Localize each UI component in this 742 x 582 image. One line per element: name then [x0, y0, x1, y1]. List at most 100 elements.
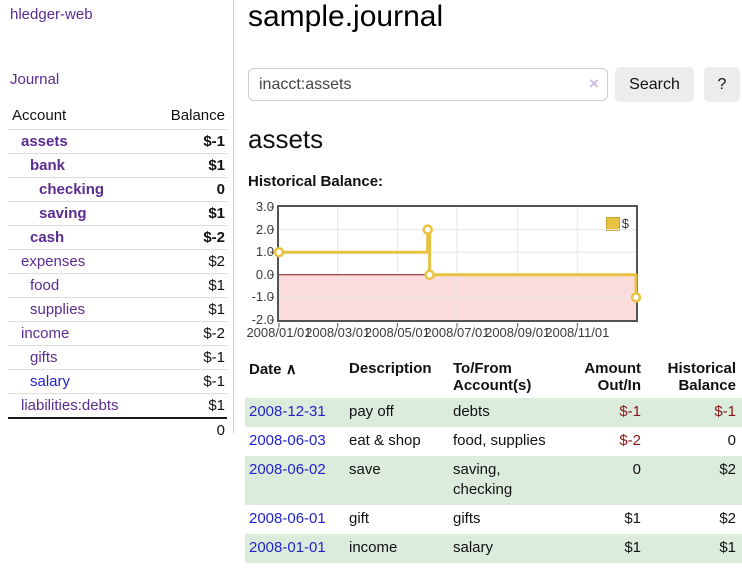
chart-title: Historical Balance:: [248, 173, 384, 190]
account-row: income $-2: [8, 321, 227, 346]
transaction-date-link[interactable]: 2008-06-01: [249, 510, 326, 527]
account-row: cash $-2: [8, 225, 227, 250]
account-row: salary $-1: [8, 369, 227, 394]
x-axis-tick-label: 2008/09/01: [485, 325, 551, 340]
search-input[interactable]: [248, 68, 608, 101]
account-balance: $1: [149, 393, 227, 418]
accounts-header-row: Account Balance: [8, 104, 227, 130]
account-link[interactable]: bank: [30, 157, 66, 174]
transaction-amount: $1: [624, 510, 641, 527]
transaction-accounts: salary: [453, 539, 494, 556]
account-row: bank $1: [8, 153, 227, 178]
transaction-description: gift: [349, 510, 370, 527]
register-header-description: Description: [349, 360, 432, 377]
accounts-header-balance: Balance: [170, 107, 225, 124]
register-header-row: Date ∧ Description To/From Account(s) Am…: [245, 358, 742, 398]
help-button[interactable]: ?: [704, 67, 740, 102]
account-balance: $-2: [149, 225, 227, 250]
account-link[interactable]: checking: [39, 181, 105, 198]
account-row: assets $-1: [8, 129, 227, 154]
account-link[interactable]: salary: [30, 373, 71, 390]
transaction-amount: $1: [624, 539, 641, 556]
transaction-balance: $1: [719, 539, 736, 556]
transaction-accounts: gifts: [453, 510, 481, 527]
account-balance: $-1: [149, 345, 227, 370]
y-axis-tick-label: 1.0: [255, 244, 274, 260]
accounts-header-account: Account: [12, 107, 67, 124]
register-table: Date ∧ Description To/From Account(s) Am…: [245, 358, 742, 563]
sidebar-divider: [233, 0, 234, 433]
account-balance: $1: [149, 297, 227, 322]
x-axis-tick-label: 2008/11/01: [545, 325, 610, 340]
account-link[interactable]: food: [30, 277, 60, 294]
account-row: liabilities:debts $1: [8, 393, 227, 418]
account-link[interactable]: expenses: [21, 253, 86, 270]
app-brand-link[interactable]: hledger-web: [10, 6, 93, 23]
account-link[interactable]: gifts: [30, 349, 58, 366]
transaction-date-link[interactable]: 2008-06-03: [249, 432, 326, 449]
x-axis-tick-label: 2008/01/01: [246, 325, 312, 340]
register-row: 2008-01-01 income salary $1 $1: [245, 534, 742, 563]
account-link[interactable]: income: [21, 325, 70, 342]
transaction-accounts: debts: [453, 403, 490, 420]
transaction-description: save: [349, 461, 381, 478]
y-axis-tick-label: 0.0: [255, 266, 274, 282]
chart-plot-area: $: [270, 205, 642, 327]
account-balance: $-1: [149, 369, 227, 394]
account-balance: $2: [149, 249, 227, 274]
x-axis-tick-label: 2008/03/01: [305, 325, 371, 340]
legend-label: $: [621, 216, 629, 231]
register-header-balance: Historical Balance: [667, 360, 736, 394]
register-row: 2008-06-01 gift gifts $1 $2: [245, 505, 742, 534]
register-header-date[interactable]: Date ∧: [249, 361, 297, 378]
account-balance: $-2: [149, 321, 227, 346]
account-row: gifts $-1: [8, 345, 227, 370]
transaction-date-link[interactable]: 2008-01-01: [249, 539, 326, 556]
register-row: 2008-06-02 save saving, checking 0 $2: [245, 456, 742, 505]
transaction-accounts: food, supplies: [453, 432, 546, 449]
transaction-amount: $-1: [619, 403, 641, 420]
y-axis-tick-label: 2.0: [255, 221, 274, 237]
transaction-balance: $2: [719, 461, 736, 478]
clear-search-icon[interactable]: ×: [589, 74, 599, 93]
account-link[interactable]: liabilities:debts: [21, 397, 119, 414]
register-row: 2008-12-31 pay off debts $-1 $-1: [245, 398, 742, 427]
account-balance: 0: [149, 177, 227, 202]
account-link[interactable]: assets: [21, 133, 68, 150]
sort-asc-icon: ∧: [285, 361, 297, 378]
transaction-balance: $2: [719, 510, 736, 527]
account-balance: $1: [149, 273, 227, 298]
account-link[interactable]: supplies: [30, 301, 86, 318]
transaction-balance: 0: [727, 432, 736, 449]
register-row: 2008-06-03 eat & shop food, supplies $-2…: [245, 427, 742, 456]
register-header-amount: Amount Out/In: [584, 360, 641, 394]
transaction-date-link[interactable]: 2008-12-31: [249, 403, 326, 420]
account-row: checking 0: [8, 177, 227, 202]
account-balance: $-1: [149, 129, 227, 154]
transaction-amount: $-2: [619, 432, 641, 449]
transaction-accounts: saving, checking: [453, 461, 513, 498]
search-button[interactable]: Search: [615, 67, 694, 102]
x-axis-tick-label: 2008/07/01: [424, 325, 490, 340]
transaction-description: eat & shop: [349, 432, 421, 449]
chart-canvas: [270, 206, 642, 327]
account-link[interactable]: saving: [39, 205, 87, 222]
transaction-date-link[interactable]: 2008-06-02: [249, 461, 326, 478]
x-axis-tick-label: 2008/05/01: [364, 325, 430, 340]
transaction-balance: $-1: [714, 403, 736, 420]
historical-balance-chart: $ 3.0 2.0 1.0 0.0 -1.0 -2.0 2008/01/01 2008/03/…: [246, 198, 742, 346]
y-axis-tick-label: 3.0: [255, 199, 274, 214]
accounts-total-row: 0: [8, 417, 227, 442]
transaction-description: income: [349, 539, 398, 556]
accounts-table: Account Balance assets $-1 bank $1 check…: [8, 104, 227, 442]
account-link[interactable]: cash: [30, 229, 65, 246]
account-row: expenses $2: [8, 249, 227, 274]
y-axis-tick-label: -2.0: [251, 312, 274, 327]
page-title: sample.journal: [248, 0, 444, 33]
account-row: supplies $1: [8, 297, 227, 322]
transaction-description: pay off: [349, 403, 394, 420]
account-row: saving $1: [8, 201, 227, 226]
sidebar-item-journal[interactable]: Journal: [10, 71, 60, 88]
transaction-amount: 0: [632, 461, 641, 478]
account-balance: $1: [149, 201, 227, 226]
